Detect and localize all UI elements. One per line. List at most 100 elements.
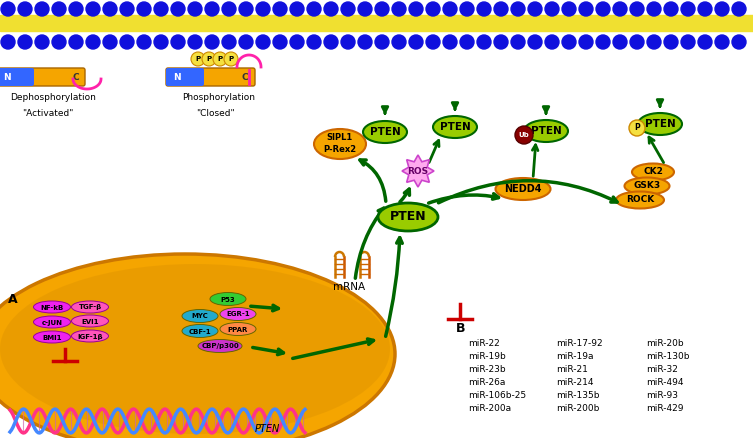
Circle shape: [426, 36, 440, 50]
Circle shape: [171, 36, 185, 50]
Circle shape: [1, 3, 15, 17]
Circle shape: [715, 36, 729, 50]
Ellipse shape: [220, 308, 256, 321]
Circle shape: [443, 3, 457, 17]
Circle shape: [732, 36, 746, 50]
Circle shape: [511, 36, 525, 50]
Circle shape: [579, 36, 593, 50]
Ellipse shape: [0, 254, 395, 438]
Text: miR-32: miR-32: [646, 364, 678, 373]
Circle shape: [409, 36, 423, 50]
Circle shape: [103, 3, 117, 17]
Text: PTEN: PTEN: [645, 119, 675, 129]
Text: EGR-1: EGR-1: [226, 311, 250, 317]
Text: P: P: [228, 56, 233, 62]
Circle shape: [205, 36, 219, 50]
Circle shape: [596, 3, 610, 17]
Text: CK2: CK2: [643, 167, 663, 176]
Ellipse shape: [0, 265, 390, 434]
Circle shape: [664, 3, 678, 17]
Circle shape: [392, 36, 406, 50]
Circle shape: [137, 3, 151, 17]
Circle shape: [698, 3, 712, 17]
Text: miR-17-92: miR-17-92: [556, 338, 602, 347]
Circle shape: [18, 3, 32, 17]
Circle shape: [477, 3, 491, 17]
FancyBboxPatch shape: [0, 69, 34, 87]
Text: "Closed": "Closed": [196, 109, 235, 118]
Text: N: N: [173, 72, 181, 81]
Circle shape: [35, 36, 49, 50]
FancyBboxPatch shape: [166, 69, 255, 87]
Circle shape: [191, 53, 205, 67]
Text: miR-20b: miR-20b: [646, 338, 684, 347]
Text: miR-200b: miR-200b: [556, 403, 599, 412]
Circle shape: [477, 36, 491, 50]
Circle shape: [596, 36, 610, 50]
Circle shape: [460, 3, 474, 17]
Bar: [0, 16, 753, 32]
Circle shape: [307, 36, 321, 50]
Text: mRNA: mRNA: [333, 281, 365, 291]
FancyBboxPatch shape: [0, 69, 85, 87]
Text: C: C: [72, 72, 78, 81]
Text: CBP/p300: CBP/p300: [201, 343, 239, 349]
Circle shape: [562, 36, 576, 50]
Text: PTEN: PTEN: [370, 127, 401, 137]
Text: miR-93: miR-93: [646, 390, 678, 399]
Circle shape: [629, 121, 645, 137]
Ellipse shape: [33, 331, 71, 343]
Text: PTEN: PTEN: [440, 122, 471, 132]
Circle shape: [205, 3, 219, 17]
Circle shape: [188, 3, 202, 17]
Ellipse shape: [33, 301, 71, 313]
Circle shape: [647, 36, 661, 50]
Text: BMI1: BMI1: [42, 334, 62, 340]
Text: P: P: [206, 56, 212, 62]
Text: PPAR: PPAR: [228, 326, 248, 332]
Ellipse shape: [210, 293, 246, 306]
Circle shape: [69, 3, 83, 17]
FancyBboxPatch shape: [166, 69, 204, 87]
Text: N: N: [3, 72, 11, 81]
Circle shape: [511, 3, 525, 17]
Circle shape: [426, 3, 440, 17]
Circle shape: [222, 36, 236, 50]
Ellipse shape: [182, 325, 218, 338]
Circle shape: [154, 36, 168, 50]
Text: B: B: [456, 321, 465, 334]
Text: ROS: ROS: [407, 166, 428, 175]
Text: EVI1: EVI1: [81, 318, 99, 324]
Text: miR-19a: miR-19a: [556, 351, 593, 360]
Text: Ub: Ub: [519, 132, 529, 138]
Text: SIPL1: SIPL1: [327, 133, 353, 142]
Circle shape: [290, 36, 304, 50]
Circle shape: [18, 36, 32, 50]
Circle shape: [1, 36, 15, 50]
Text: miR-494: miR-494: [646, 377, 684, 386]
Ellipse shape: [72, 330, 108, 342]
Circle shape: [732, 3, 746, 17]
Circle shape: [545, 3, 559, 17]
Circle shape: [494, 36, 508, 50]
Ellipse shape: [632, 164, 674, 181]
Text: Dephosphorylation: Dephosphorylation: [10, 93, 96, 102]
Circle shape: [52, 3, 66, 17]
Circle shape: [222, 3, 236, 17]
Text: "Activated": "Activated": [22, 109, 73, 118]
Circle shape: [715, 3, 729, 17]
Text: miR-214: miR-214: [556, 377, 593, 386]
Ellipse shape: [72, 315, 108, 327]
Circle shape: [460, 36, 474, 50]
Circle shape: [239, 3, 253, 17]
Circle shape: [630, 36, 644, 50]
Ellipse shape: [182, 310, 218, 323]
Circle shape: [562, 3, 576, 17]
Circle shape: [681, 3, 695, 17]
Circle shape: [681, 36, 695, 50]
Circle shape: [307, 3, 321, 17]
Ellipse shape: [524, 121, 568, 143]
Circle shape: [239, 36, 253, 50]
Circle shape: [137, 36, 151, 50]
Text: P: P: [218, 56, 223, 62]
